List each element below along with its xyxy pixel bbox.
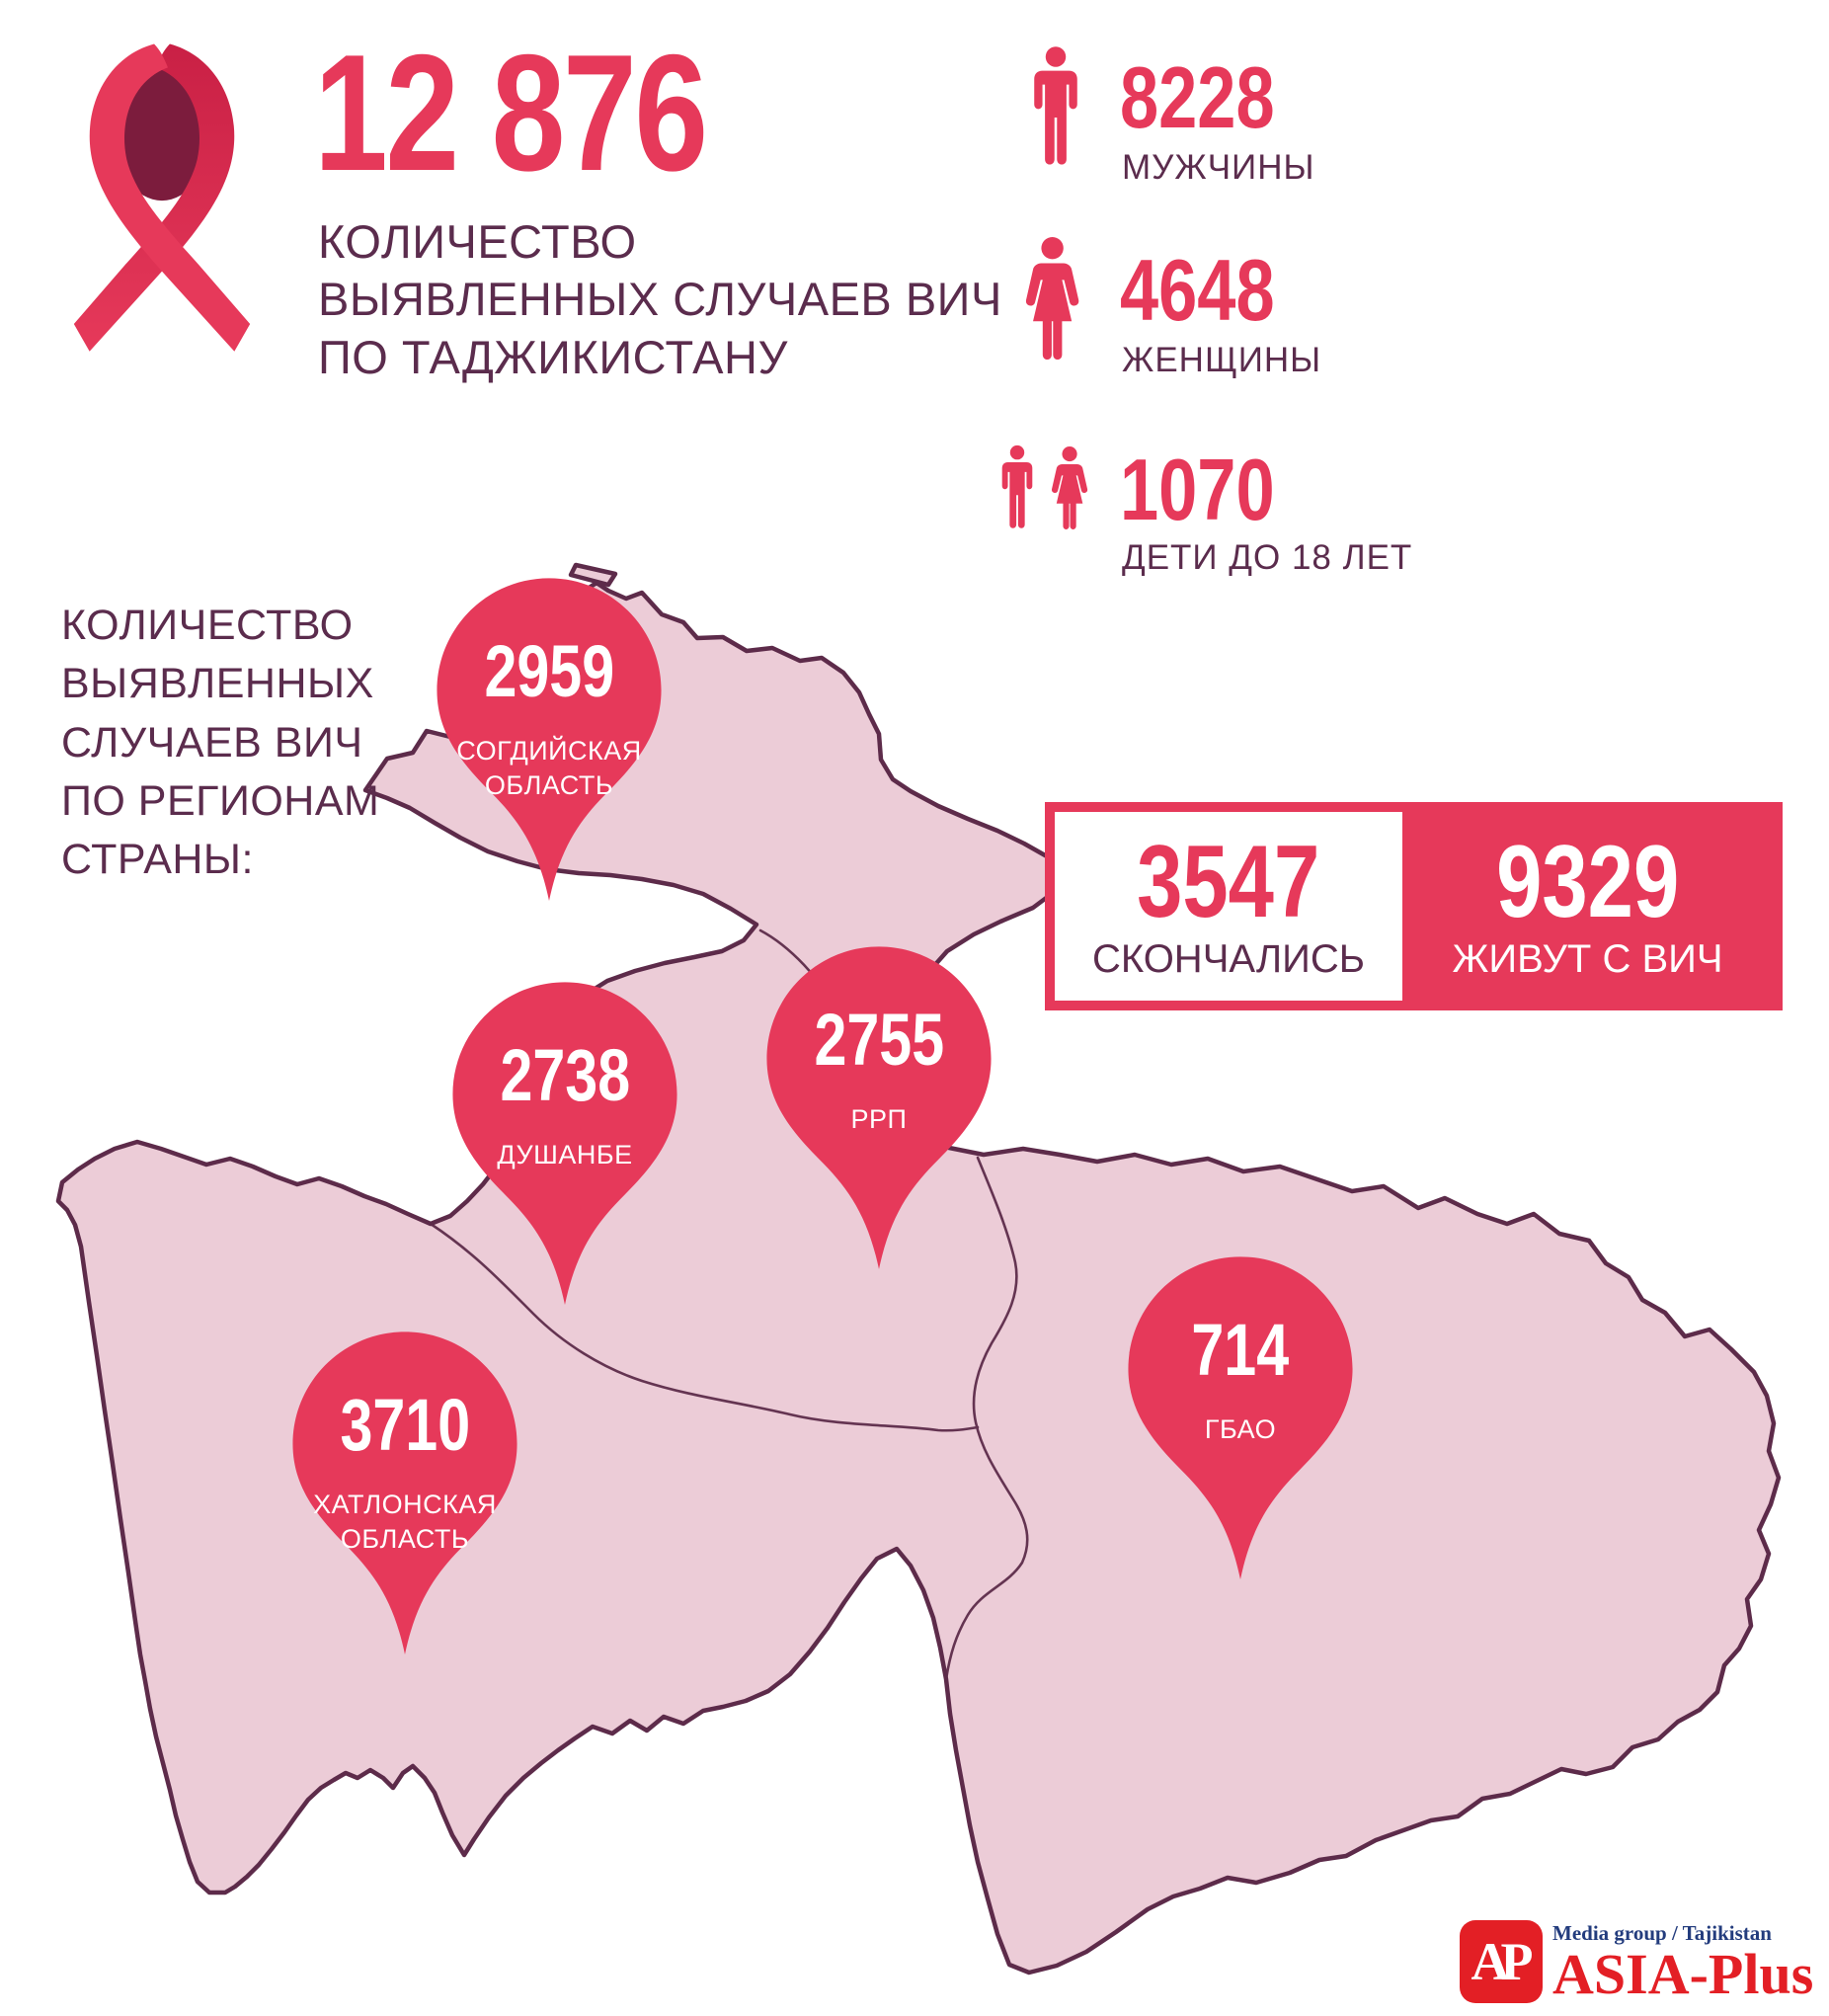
children-count-text: 1070	[1120, 441, 1275, 538]
pin-value: 2738	[450, 1039, 679, 1112]
map-pin-sughd: 2959 СОГДИЙСКАЯ ОБЛАСТЬ	[435, 576, 664, 908]
red-ribbon-icon	[73, 43, 251, 352]
pin-label: ГБАО	[1204, 1414, 1277, 1444]
total-cases-number: 12 876	[314, 30, 804, 196]
map-pin-dushanbe: 2738 ДУШАНБЕ	[450, 980, 679, 1312]
regions-caption: КОЛИЧЕСТВО ВЫЯВЛЕННЫХ СЛУЧАЕВ ВИЧ ПО РЕГ…	[61, 602, 380, 884]
pin-value: 2755	[764, 1004, 994, 1077]
asia-plus-monogram: AP	[1471, 1932, 1534, 1991]
pin-value-text: 2738	[500, 1034, 630, 1116]
children-label: ДЕТИ ДО 18 ЛЕТ	[1122, 538, 1413, 577]
woman-icon	[1025, 237, 1079, 361]
outcome-box: 3547 СКОНЧАЛИСЬ 9329 ЖИВУТ С ВИЧ	[1045, 802, 1783, 1010]
pin-shape-icon	[292, 1331, 517, 1655]
border-gbao	[944, 1156, 1029, 1681]
pin-label: ХАТЛОНСКАЯ ОБЛАСТЬ	[313, 1490, 497, 1555]
men-count-text: 8228	[1120, 48, 1275, 146]
pin-value: 2959	[435, 635, 664, 708]
map-pin-gbao: 714 ГБАО	[1126, 1254, 1355, 1586]
total-cases-number-text: 12 876	[314, 20, 708, 205]
pin-value-text: 3710	[340, 1384, 470, 1466]
pin-value-text: 714	[1191, 1309, 1290, 1391]
women-count: 4648	[1120, 247, 1313, 334]
women-count-text: 4648	[1120, 241, 1275, 339]
border-rrp-khatlon	[429, 1222, 980, 1432]
pin-value-text: 2755	[814, 999, 944, 1081]
living-count-text: 9329	[1495, 825, 1680, 939]
pin-label: СОГДИЙСКАЯ ОБЛАСТЬ	[456, 736, 642, 801]
child-girl-icon	[1051, 446, 1088, 529]
pin-label: РРП	[850, 1104, 908, 1134]
map-pin-khatlon: 3710 ХАТЛОНСКАЯ ОБЛАСТЬ	[290, 1330, 519, 1661]
north-sliver	[568, 562, 618, 588]
pin-value: 3710	[290, 1389, 519, 1462]
pin-value: 714	[1126, 1314, 1355, 1387]
pin-shape-icon	[437, 578, 662, 902]
living-label: ЖИВУТ С ВИЧ	[1452, 937, 1723, 981]
asia-plus-logo-mark: AP	[1460, 1920, 1543, 2003]
pin-shape-icon	[766, 946, 992, 1270]
living-cell: 9329 ЖИВУТ С ВИЧ	[1402, 812, 1773, 1001]
women-label: ЖЕНЩИНЫ	[1122, 341, 1322, 379]
child-boy-icon	[1001, 444, 1033, 528]
pin-shape-icon	[452, 982, 677, 1306]
deceased-label: СКОНЧАЛИСЬ	[1091, 937, 1366, 981]
deceased-count-text: 3547	[1137, 825, 1320, 939]
men-count: 8228	[1120, 54, 1313, 141]
map-pin-rrp: 2755 РРП	[764, 944, 994, 1276]
total-cases-caption: КОЛИЧЕСТВО ВЫЯВЛЕННЫХ СЛУЧАЕВ ВИЧ ПО ТАД…	[318, 215, 1002, 383]
man-icon	[1034, 46, 1077, 165]
asia-plus-tagline: Media group / Tajikistan	[1552, 1921, 1772, 1945]
living-count: 9329	[1473, 831, 1702, 933]
pin-shape-icon	[1128, 1256, 1353, 1580]
country-outline	[55, 580, 1782, 1976]
deceased-count: 3547	[1114, 831, 1342, 933]
deceased-cell: 3547 СКОНЧАЛИСЬ	[1055, 812, 1402, 1001]
pin-value-text: 2959	[484, 630, 614, 712]
asia-plus-name: ASIA-Plus	[1552, 1942, 1814, 2007]
asia-plus-logo: AP Media group / Tajikistan ASIA-Plus	[1460, 1920, 1813, 2011]
men-label: МУЖЧИНЫ	[1122, 148, 1315, 187]
pin-label: ДУШАНБЕ	[497, 1140, 633, 1169]
children-count: 1070	[1120, 446, 1313, 533]
